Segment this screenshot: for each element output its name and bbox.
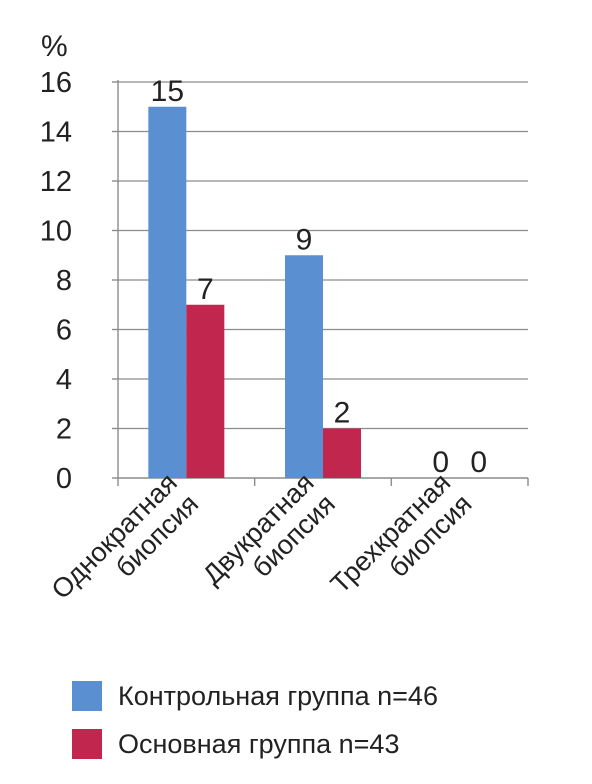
- y-tick-label: 14: [40, 117, 72, 149]
- y-tick-label: 16: [40, 67, 72, 99]
- data-label: 9: [296, 223, 313, 256]
- data-label: 15: [151, 75, 184, 108]
- bar: [323, 428, 361, 478]
- y-tick-label: 8: [56, 265, 72, 297]
- y-tick-label: 12: [40, 166, 72, 198]
- data-label: 0: [432, 446, 449, 479]
- data-label: 2: [334, 397, 351, 430]
- legend: Контрольная группа n=46 Основная группа n…: [72, 672, 438, 768]
- y-tick-label: 10: [40, 216, 72, 248]
- bar: [186, 304, 225, 478]
- y-axis-unit: %: [41, 30, 68, 63]
- legend-swatch: [72, 729, 102, 759]
- y-tick-label: 0: [56, 463, 72, 495]
- data-label: 0: [470, 446, 487, 479]
- data-label: 7: [197, 273, 214, 306]
- legend-label: Контрольная группа n=46: [118, 680, 438, 711]
- y-tick-label: 4: [56, 364, 72, 396]
- bar: [148, 106, 187, 478]
- legend-swatch: [72, 681, 102, 711]
- y-tick-label: 6: [56, 315, 72, 347]
- y-tick-label: 2: [56, 414, 72, 446]
- legend-label: Основная группа n=43: [118, 728, 400, 759]
- legend-item: Основная группа n=43: [72, 720, 438, 768]
- bar: [285, 255, 323, 478]
- legend-item: Контрольная группа n=46: [72, 672, 438, 720]
